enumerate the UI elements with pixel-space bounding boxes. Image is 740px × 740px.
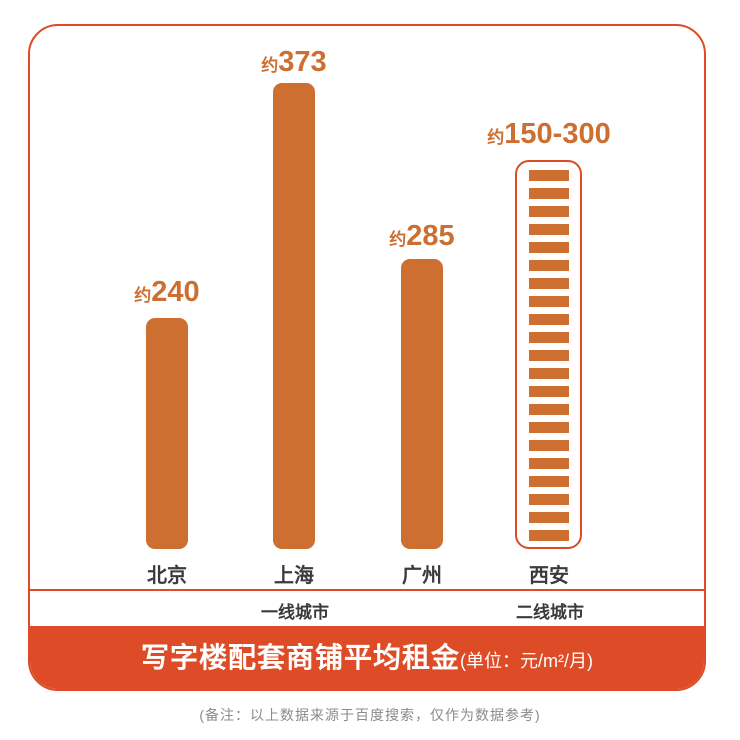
- value-number: 150-300: [504, 118, 611, 150]
- group-label-tier1: 一线城市: [261, 603, 329, 622]
- chart-unit: (单位：元/m²/月): [460, 651, 593, 671]
- value-number: 240: [151, 276, 200, 308]
- bar-guangzhou: [401, 259, 443, 549]
- title-banner: 写字楼配套商铺平均租金(单位：元/m²/月): [30, 626, 704, 689]
- value-label-beijing: 约 240: [134, 276, 199, 309]
- city-label-beijing: 北京: [147, 565, 187, 587]
- data-source-note: (备注：以上数据来源于百度搜索，仅作为数据参考): [199, 707, 541, 723]
- chart-card: 约 240 约 373 约 285 约 150-300 北京 上海 广州 西安 一线城市: [28, 24, 706, 691]
- group-divider-line: [30, 589, 704, 591]
- city-label-guangzhou: 广州: [402, 565, 442, 587]
- value-label-xian: 约 150-300: [487, 118, 610, 151]
- value-number: 373: [278, 46, 327, 78]
- bar-shanghai: [273, 83, 315, 549]
- city-label-xian: 西安: [529, 565, 569, 587]
- approx-prefix: 约: [261, 56, 279, 75]
- bar-beijing: [146, 318, 188, 549]
- approx-prefix: 约: [389, 230, 407, 249]
- bar-xian-range-outline: [515, 160, 582, 549]
- group-label-tier2: 二线城市: [516, 603, 584, 622]
- bar-chart: 约 240 约 373 约 285 约 150-300 北京 上海 广州 西安 一线城市: [30, 26, 704, 626]
- approx-prefix: 约: [134, 286, 152, 305]
- chart-title: 写字楼配套商铺平均租金: [141, 642, 461, 673]
- value-number: 285: [406, 220, 455, 252]
- approx-prefix: 约: [487, 128, 505, 147]
- city-label-shanghai: 上海: [274, 565, 314, 587]
- value-label-guangzhou: 约 285: [389, 220, 454, 253]
- value-label-shanghai: 约 373: [261, 46, 326, 79]
- striped-fill: [529, 170, 569, 541]
